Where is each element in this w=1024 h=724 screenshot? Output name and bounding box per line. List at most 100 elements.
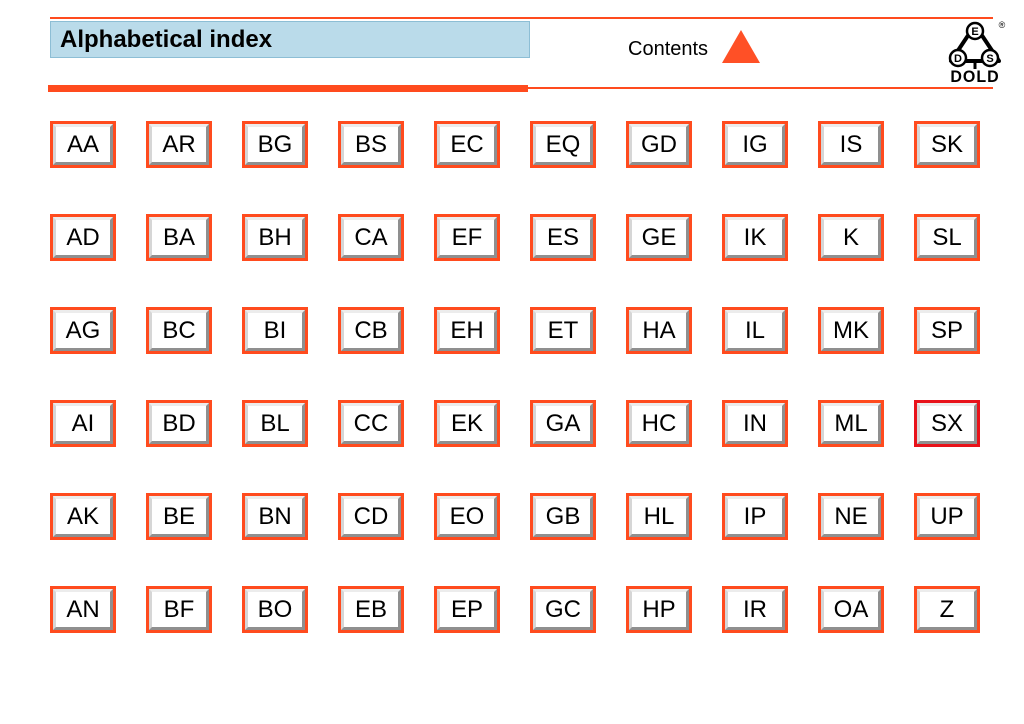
index-button-label: SX <box>917 403 977 444</box>
index-button-eh[interactable]: EH <box>434 307 500 354</box>
index-button-ne[interactable]: NE <box>818 493 884 540</box>
page-title-box: Alphabetical index <box>50 21 530 58</box>
index-button-bd[interactable]: BD <box>146 400 212 447</box>
index-button-bh[interactable]: BH <box>242 214 308 261</box>
registered-mark: ® <box>999 20 1006 30</box>
index-button-hc[interactable]: HC <box>626 400 692 447</box>
dold-triangle-icon: E D S ® <box>948 20 1006 69</box>
index-button-bn[interactable]: BN <box>242 493 308 540</box>
index-button-label: BG <box>245 124 305 165</box>
index-button-cb[interactable]: CB <box>338 307 404 354</box>
index-button-ba[interactable]: BA <box>146 214 212 261</box>
index-button-ga[interactable]: GA <box>530 400 596 447</box>
index-button-ip[interactable]: IP <box>722 493 788 540</box>
index-button-ca[interactable]: CA <box>338 214 404 261</box>
index-button-in[interactable]: IN <box>722 400 788 447</box>
index-button-cd[interactable]: CD <box>338 493 404 540</box>
contents-link[interactable]: Contents <box>628 30 761 63</box>
index-button-label: IG <box>725 124 785 165</box>
index-button-label: EH <box>437 310 497 351</box>
index-button-up[interactable]: UP <box>914 493 980 540</box>
index-button-bl[interactable]: BL <box>242 400 308 447</box>
index-grid: AA AR BG BS EC EQ GD IG IS SK AD BA BH CA EF ES GE IK K SL A… <box>50 121 980 633</box>
index-button-hp[interactable]: HP <box>626 586 692 633</box>
up-triangle-icon[interactable] <box>722 30 761 63</box>
index-button-label: SL <box>917 217 977 258</box>
index-button-an[interactable]: AN <box>50 586 116 633</box>
index-button-be[interactable]: BE <box>146 493 212 540</box>
index-button-hl[interactable]: HL <box>626 493 692 540</box>
index-button-aa[interactable]: AA <box>50 121 116 168</box>
index-button-cc[interactable]: CC <box>338 400 404 447</box>
index-button-label: AG <box>53 310 113 351</box>
index-button-ig[interactable]: IG <box>722 121 788 168</box>
index-button-ge[interactable]: GE <box>626 214 692 261</box>
index-button-ak[interactable]: AK <box>50 493 116 540</box>
index-button-label: ES <box>533 217 593 258</box>
index-button-label: Z <box>917 589 977 630</box>
index-button-sl[interactable]: SL <box>914 214 980 261</box>
index-button-ek[interactable]: EK <box>434 400 500 447</box>
index-button-gc[interactable]: GC <box>530 586 596 633</box>
index-button-bc[interactable]: BC <box>146 307 212 354</box>
index-button-label: ML <box>821 403 881 444</box>
index-button-label: CB <box>341 310 401 351</box>
index-button-z[interactable]: Z <box>914 586 980 633</box>
index-button-label: BO <box>245 589 305 630</box>
index-button-label: UP <box>917 496 977 537</box>
index-button-label: K <box>821 217 881 258</box>
index-button-ef[interactable]: EF <box>434 214 500 261</box>
index-button-bf[interactable]: BF <box>146 586 212 633</box>
index-button-label: CA <box>341 217 401 258</box>
index-button-sx[interactable]: SX <box>914 400 980 447</box>
index-button-label: HP <box>629 589 689 630</box>
index-button-label: BF <box>149 589 209 630</box>
index-button-bg[interactable]: BG <box>242 121 308 168</box>
index-button-ik[interactable]: IK <box>722 214 788 261</box>
index-button-et[interactable]: ET <box>530 307 596 354</box>
index-button-oa[interactable]: OA <box>818 586 884 633</box>
index-button-label: NE <box>821 496 881 537</box>
index-button-eb[interactable]: EB <box>338 586 404 633</box>
index-button-sk[interactable]: SK <box>914 121 980 168</box>
index-button-label: CD <box>341 496 401 537</box>
index-button-label: GE <box>629 217 689 258</box>
index-button-label: GB <box>533 496 593 537</box>
index-button-ha[interactable]: HA <box>626 307 692 354</box>
index-button-label: BE <box>149 496 209 537</box>
top-divider <box>50 17 993 19</box>
index-button-ml[interactable]: ML <box>818 400 884 447</box>
index-button-label: IR <box>725 589 785 630</box>
index-button-label: OA <box>821 589 881 630</box>
index-button-ad[interactable]: AD <box>50 214 116 261</box>
page-title: Alphabetical index <box>60 25 273 53</box>
index-button-label: HA <box>629 310 689 351</box>
index-button-label: AA <box>53 124 113 165</box>
index-button-sp[interactable]: SP <box>914 307 980 354</box>
index-button-es[interactable]: ES <box>530 214 596 261</box>
index-button-ag[interactable]: AG <box>50 307 116 354</box>
index-button-label: IP <box>725 496 785 537</box>
index-button-bi[interactable]: BI <box>242 307 308 354</box>
index-button-is[interactable]: IS <box>818 121 884 168</box>
index-button-ep[interactable]: EP <box>434 586 500 633</box>
index-button-gb[interactable]: GB <box>530 493 596 540</box>
index-button-gd[interactable]: GD <box>626 121 692 168</box>
index-button-ec[interactable]: EC <box>434 121 500 168</box>
index-button-label: EC <box>437 124 497 165</box>
index-button-label: GD <box>629 124 689 165</box>
index-button-mk[interactable]: MK <box>818 307 884 354</box>
index-button-ir[interactable]: IR <box>722 586 788 633</box>
index-button-bs[interactable]: BS <box>338 121 404 168</box>
index-button-k[interactable]: K <box>818 214 884 261</box>
index-button-il[interactable]: IL <box>722 307 788 354</box>
index-button-label: BA <box>149 217 209 258</box>
index-button-eq[interactable]: EQ <box>530 121 596 168</box>
index-button-eo[interactable]: EO <box>434 493 500 540</box>
index-button-label: HC <box>629 403 689 444</box>
index-button-ai[interactable]: AI <box>50 400 116 447</box>
index-button-label: BL <box>245 403 305 444</box>
index-button-label: AI <box>53 403 113 444</box>
index-button-bo[interactable]: BO <box>242 586 308 633</box>
index-button-ar[interactable]: AR <box>146 121 212 168</box>
